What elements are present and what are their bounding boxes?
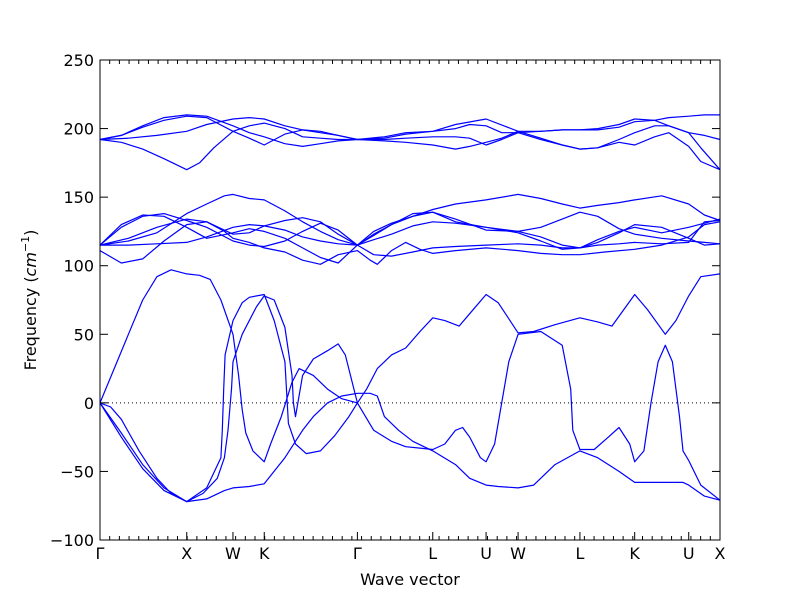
band-line-10 — [99, 114, 720, 141]
y-tick-label: 200 — [63, 120, 94, 139]
x-tick-label: U — [683, 544, 695, 563]
x-tick-label: U — [480, 544, 492, 563]
band-line-2 — [99, 269, 721, 463]
band-line-9 — [99, 217, 721, 250]
y-axis-label: Frequency (cm−1) — [19, 230, 40, 371]
y-axis-label-unit-exp: −1 — [19, 236, 32, 252]
band-line-13 — [99, 122, 721, 171]
y-tick-label: 150 — [63, 188, 94, 207]
band-line-7 — [99, 211, 721, 264]
x-tick-label: K — [259, 544, 270, 563]
y-axis-label-unit: cm — [21, 252, 40, 276]
band-line-5 — [100, 219, 721, 257]
x-tick-label: X — [181, 544, 192, 563]
band-line-1 — [99, 293, 721, 503]
x-tick-label: W — [510, 544, 526, 563]
y-tick-label: 0 — [84, 394, 94, 413]
y-tick-label: 50 — [74, 325, 94, 344]
y-axis-label-paren-close: ) — [21, 230, 40, 236]
x-tick-label: W — [225, 544, 241, 563]
x-tick-label: X — [715, 544, 726, 563]
axis-ticks — [99, 59, 721, 541]
x-tick-label: Γ — [96, 544, 105, 563]
band-line-12 — [99, 114, 721, 171]
y-axis-label-paren-open: ( — [21, 276, 40, 287]
y-tick-label: −100 — [50, 531, 94, 550]
x-tick-label: Γ — [353, 544, 362, 563]
y-tick-label: −50 — [60, 462, 94, 481]
y-tick-label: 100 — [63, 257, 94, 276]
band-line-0 — [99, 392, 721, 503]
x-tick-label: L — [575, 544, 584, 563]
plot-frame — [99, 59, 721, 541]
band-line-3 — [99, 295, 358, 503]
y-axis-label-text: Frequency — [21, 288, 40, 371]
x-tick-label: L — [428, 544, 437, 563]
x-axis-label: Wave vector — [360, 570, 460, 589]
band-line-11 — [99, 115, 721, 146]
x-tick-label: K — [629, 544, 640, 563]
band-lines — [99, 114, 721, 503]
y-tick-label: 250 — [63, 51, 94, 70]
band-line-8 — [99, 193, 721, 246]
